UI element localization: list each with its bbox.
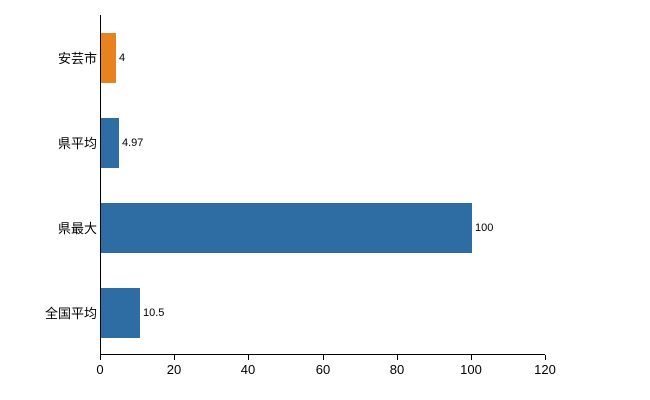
bar-3	[101, 288, 140, 338]
plot-area: 4 4.97 100 10.5	[100, 15, 545, 355]
x-tick-label: 80	[389, 362, 405, 377]
x-tick-label: 40	[240, 362, 256, 377]
bar-2	[101, 203, 472, 253]
category-label: 県最大	[57, 221, 97, 236]
bar-value-label: 4.97	[122, 137, 144, 149]
bar-value-label: 4	[119, 52, 126, 64]
x-tick-mark	[323, 355, 324, 360]
category-label: 県平均	[57, 136, 97, 151]
x-tick-mark	[545, 355, 546, 360]
x-axis	[100, 354, 545, 355]
x-tick-label: 120	[534, 362, 556, 377]
bar-1	[101, 118, 119, 168]
x-tick-mark	[174, 355, 175, 360]
bar-0	[101, 33, 116, 83]
x-tick-label: 100	[460, 362, 482, 377]
bar-value-label: 100	[475, 222, 494, 234]
bar-value-label: 10.5	[143, 307, 165, 319]
x-tick-mark	[100, 355, 101, 360]
x-tick-label: 60	[315, 362, 331, 377]
category-label: 全国平均	[44, 306, 97, 321]
x-tick-label: 0	[96, 362, 104, 377]
category-label: 安芸市	[57, 51, 97, 66]
x-tick-mark	[397, 355, 398, 360]
x-tick-mark	[248, 355, 249, 360]
x-tick-mark	[471, 355, 472, 360]
y-axis	[100, 15, 101, 355]
x-tick-label: 20	[166, 362, 182, 377]
